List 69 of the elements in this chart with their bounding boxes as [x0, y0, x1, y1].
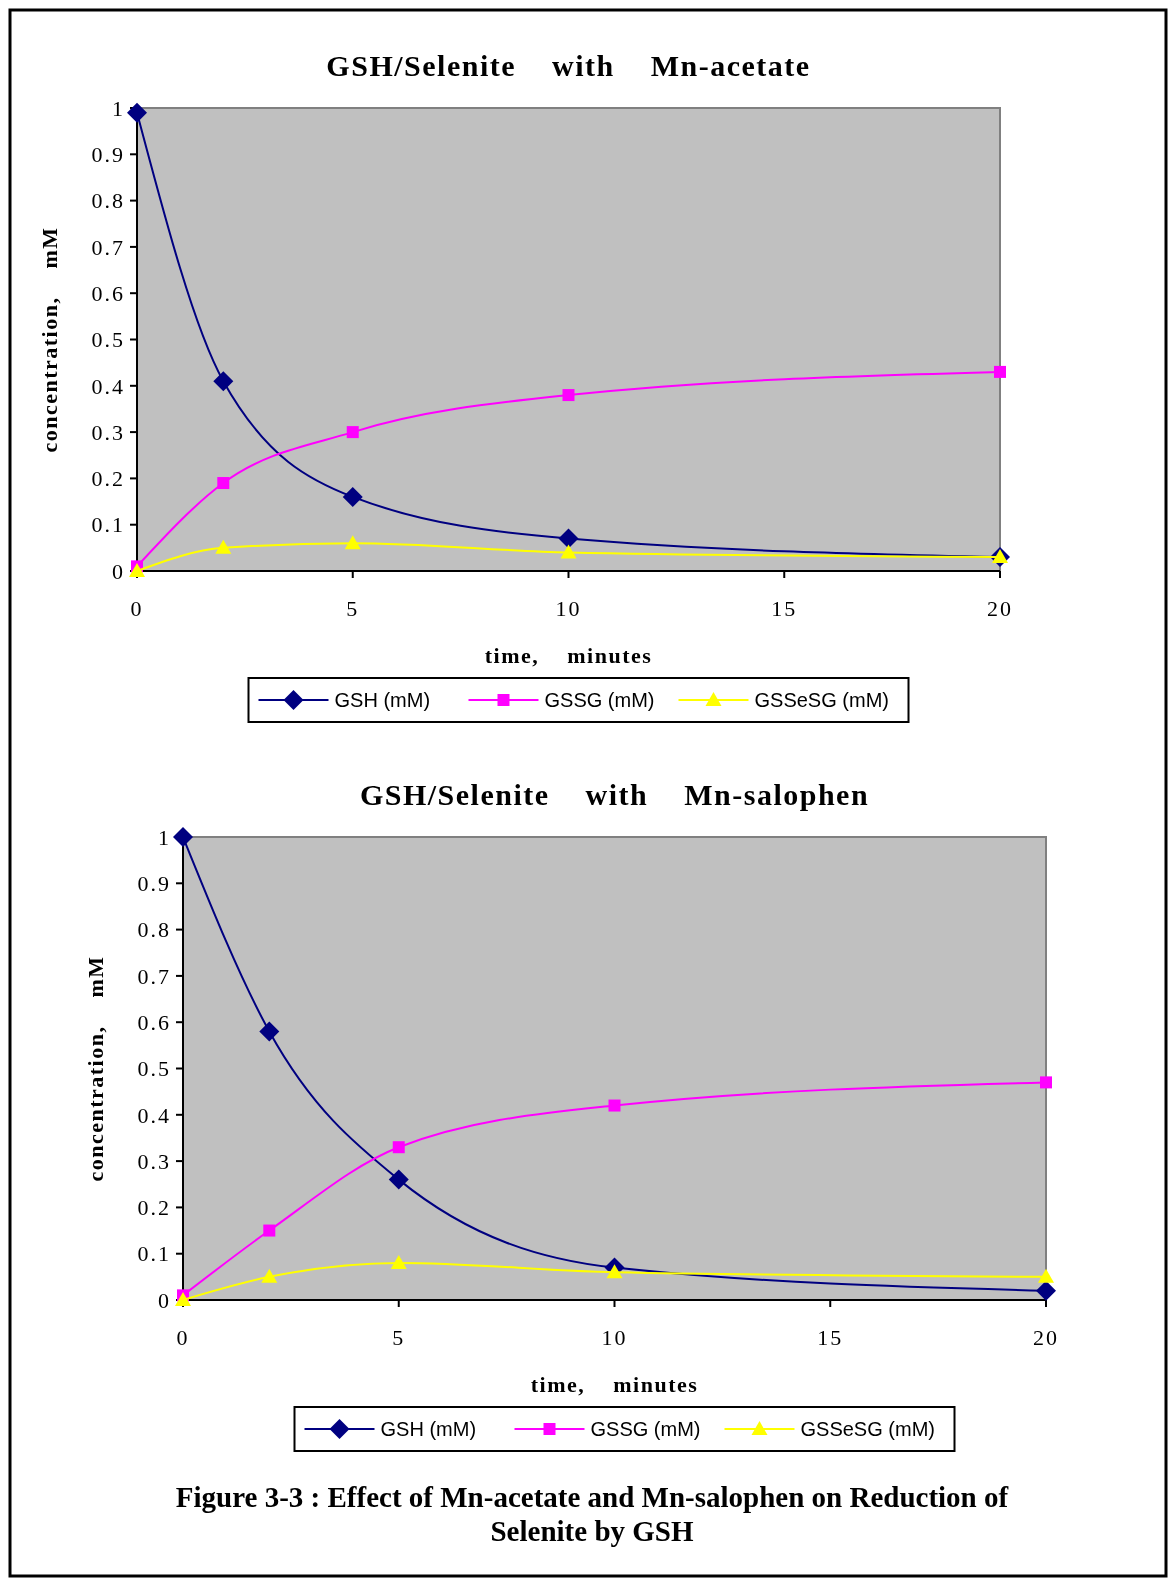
y-axis-title: concentration, mM — [83, 955, 108, 1182]
point — [129, 563, 145, 577]
point — [562, 389, 575, 402]
point — [388, 1169, 409, 1190]
y-tick-label: 0.2 — [91, 466, 125, 492]
point — [215, 539, 232, 554]
legend-label: GSSG (mM) — [544, 689, 655, 711]
y-tick-label: 1 — [112, 95, 125, 121]
x-tick-label: 5 — [392, 1325, 406, 1350]
x-axis-title: time, minutes — [484, 643, 653, 668]
point — [1040, 1076, 1052, 1089]
y-tick-label: 0.7 — [137, 963, 171, 989]
y-tick-label: 0.2 — [137, 1195, 171, 1221]
y-tick-label: 0.7 — [91, 234, 125, 260]
y-axis-title: concentration, mM — [37, 226, 62, 453]
point — [390, 1254, 407, 1269]
x-tick-label: 20 — [1033, 1325, 1059, 1350]
caption: Figure 3-3 : Effect of Mn-acetate and Mn-salophen on Reduction of Selenite by GSH — [175, 1481, 1009, 1547]
y-tick-label: 0.6 — [137, 1009, 171, 1035]
x-tick-label: 15 — [771, 596, 798, 621]
legend-label: GSSeSG (mM) — [754, 689, 889, 711]
x-tick-label: 20 — [987, 596, 1013, 621]
x-tick-label: 10 — [555, 596, 582, 621]
y-tick-label: 0.4 — [137, 1102, 171, 1128]
point — [392, 1141, 405, 1154]
y-tick-label: 0 — [112, 558, 125, 584]
point — [558, 528, 579, 549]
y-tick-label: 0.9 — [137, 871, 171, 896]
x-tick-label: 10 — [601, 1325, 628, 1350]
y-tick-label: 0.5 — [137, 1056, 171, 1082]
point — [344, 535, 361, 550]
legend-label: GSH (mM) — [380, 1418, 477, 1440]
point — [173, 827, 193, 847]
legend-label: GSSG (mM) — [590, 1418, 701, 1440]
point — [342, 486, 363, 507]
legend-label: GSH (mM) — [334, 689, 431, 711]
point — [261, 1268, 278, 1283]
point — [175, 1292, 191, 1306]
y-tick-label: 1 — [158, 824, 171, 850]
x-tick-label: 0 — [176, 1325, 190, 1350]
y-tick-label: 0.4 — [91, 373, 125, 399]
y-tick-label: 0.8 — [91, 188, 125, 214]
point — [608, 1099, 621, 1112]
point — [217, 477, 230, 490]
point — [994, 365, 1006, 378]
legend-label: GSSeSG (mM) — [800, 1418, 935, 1440]
point — [1036, 1280, 1056, 1301]
point — [263, 1224, 276, 1237]
y-tick-label: 0.3 — [91, 419, 125, 445]
y-tick-label: 0.9 — [91, 142, 125, 167]
chart-title: GSH/Selenite with Mn-salophen — [359, 778, 870, 811]
x-tick-label: 15 — [817, 1325, 844, 1350]
y-tick-label: 0.1 — [137, 1241, 171, 1267]
y-tick-label: 0.5 — [91, 327, 125, 353]
y-tick-label: 0.6 — [91, 280, 125, 306]
x-tick-label: 5 — [346, 596, 360, 621]
point — [127, 102, 147, 123]
point — [1038, 1268, 1054, 1283]
point — [606, 1264, 623, 1279]
y-tick-label: 0.8 — [137, 917, 171, 943]
x-axis-title: time, minutes — [530, 1372, 699, 1397]
y-tick-label: 0.3 — [137, 1148, 171, 1174]
point — [560, 544, 577, 559]
y-tick-label: 0.1 — [91, 512, 125, 538]
point — [346, 426, 359, 439]
point — [259, 1021, 280, 1042]
point — [213, 371, 234, 392]
y-tick-label: 0 — [158, 1287, 171, 1313]
chart-title: GSH/Selenite with Mn-acetate — [326, 49, 811, 82]
